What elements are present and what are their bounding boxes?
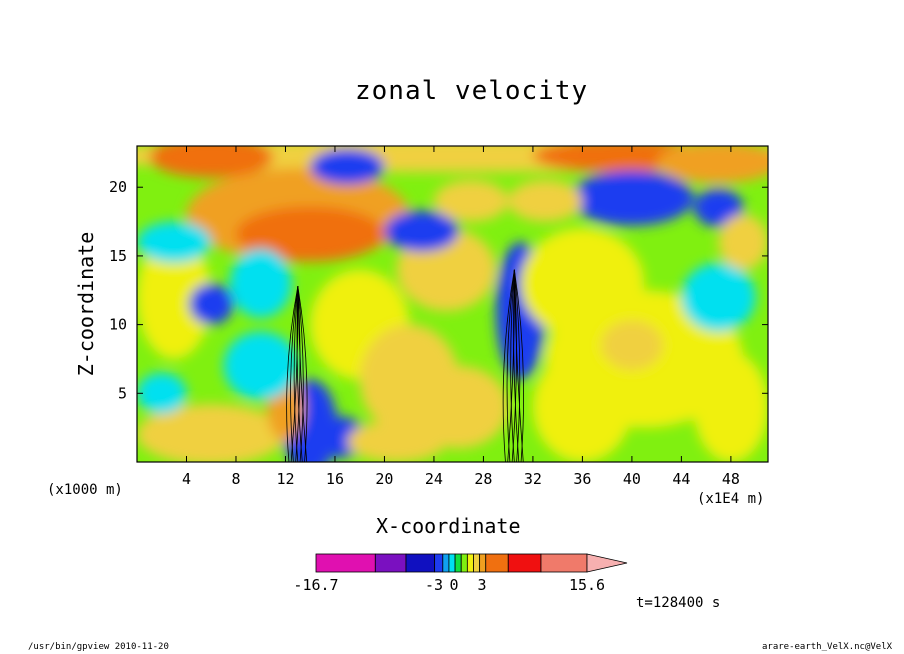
field-blob [433, 180, 509, 222]
colorbar-extend-arrow [586, 553, 628, 573]
time-annotation: t=128400 s [636, 595, 721, 611]
x-tick-label: 32 [524, 470, 542, 488]
field-blob [508, 180, 583, 222]
contour-line [297, 286, 304, 462]
field-blob [137, 404, 286, 462]
y-tick-label: 5 [118, 384, 127, 402]
contour-line [502, 269, 515, 462]
field-blob [693, 352, 768, 462]
field-blob [149, 146, 274, 178]
colorbar-cell [442, 553, 450, 573]
plot-frame [136, 145, 769, 463]
contour-line [513, 269, 520, 462]
field-blob [532, 352, 632, 462]
colorbar-tick-label: -3 [425, 576, 443, 594]
field-blobs [137, 146, 768, 462]
contour-line [297, 286, 308, 462]
colorbar-cell [485, 553, 509, 573]
field-blob [235, 206, 385, 262]
contour-line [513, 269, 521, 462]
colorbar-cell [540, 553, 588, 573]
colorbar-cell [507, 553, 542, 573]
field-blob [188, 283, 234, 325]
field-blob [137, 221, 212, 263]
colorbar-tick-label: 15.6 [569, 576, 605, 594]
colorbar-tick-label: 0 [449, 576, 458, 594]
colorbar-cell [434, 553, 444, 573]
contour-line [510, 269, 515, 462]
contour-line [513, 269, 525, 462]
field-blob [137, 235, 212, 359]
contour-line [506, 269, 515, 462]
colorbar-cell [473, 553, 481, 573]
colorbar-cell [315, 553, 376, 573]
contour-line [295, 286, 301, 462]
x-tick-label: 44 [672, 470, 690, 488]
contour-line [513, 269, 524, 462]
field-blob [223, 331, 298, 401]
x-axis-label: X-coordinate [376, 514, 521, 538]
footer-right: arare-earth_VelX.nc@VelX [762, 642, 893, 652]
x-tick-label: 8 [231, 470, 240, 488]
contour-line [297, 286, 308, 462]
field-blob [384, 210, 459, 252]
chart-title: zonal velocity [355, 76, 589, 106]
contour-line [290, 286, 299, 462]
colorbar: -16.7 -3 0 3 15.6 [293, 553, 628, 594]
x-tick-label: 48 [722, 470, 740, 488]
x-unit-note: (x1E4 m) [697, 491, 765, 507]
x-tick-label: 24 [425, 470, 443, 488]
colorbar-cell [448, 553, 456, 573]
field-blob [229, 249, 292, 318]
colorbar-tick-label: -16.7 [293, 576, 338, 594]
field-blob [693, 188, 744, 228]
field-blob [310, 148, 385, 185]
field-blob [137, 372, 187, 414]
y-axis-label: Z-coordinate [74, 231, 98, 377]
colorbar-cell [374, 553, 407, 573]
field-blob [409, 365, 509, 449]
x-tick-label: 12 [276, 470, 294, 488]
x-tick-label: 36 [573, 470, 591, 488]
colorbar-tick-label: 3 [477, 576, 486, 594]
contour-line [293, 286, 299, 462]
contour-line [296, 286, 303, 462]
contour-line [286, 286, 299, 462]
field-blob [681, 262, 756, 332]
x-tick-label: 28 [474, 470, 492, 488]
colorbar-cell [405, 553, 436, 573]
field-blob [656, 146, 768, 184]
field-blob [600, 320, 663, 370]
y-tick-label: 20 [109, 178, 127, 196]
x-tick-label: 16 [326, 470, 344, 488]
field-blob [570, 170, 694, 226]
footer-left: /usr/bin/gpview 2010-11-20 [28, 642, 169, 652]
colorbar-cell [479, 553, 487, 573]
colorbar-cell [454, 553, 462, 573]
y-tick-label: 10 [109, 316, 127, 334]
contour-line [511, 269, 517, 462]
velocity-field [137, 146, 768, 462]
x-tick-label: 20 [375, 470, 393, 488]
x-tick-label: 4 [182, 470, 191, 488]
y-tick-label: 15 [109, 247, 127, 265]
x-tick-label: 40 [623, 470, 641, 488]
colorbar-cell [466, 553, 474, 573]
field-blob [718, 214, 768, 270]
colorbar-cell [460, 553, 468, 573]
y-unit-note: (x1000 m) [47, 482, 123, 498]
